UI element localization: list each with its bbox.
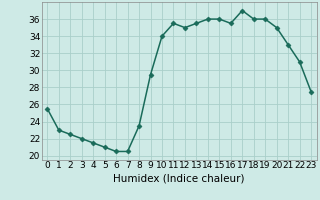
X-axis label: Humidex (Indice chaleur): Humidex (Indice chaleur)	[114, 173, 245, 183]
